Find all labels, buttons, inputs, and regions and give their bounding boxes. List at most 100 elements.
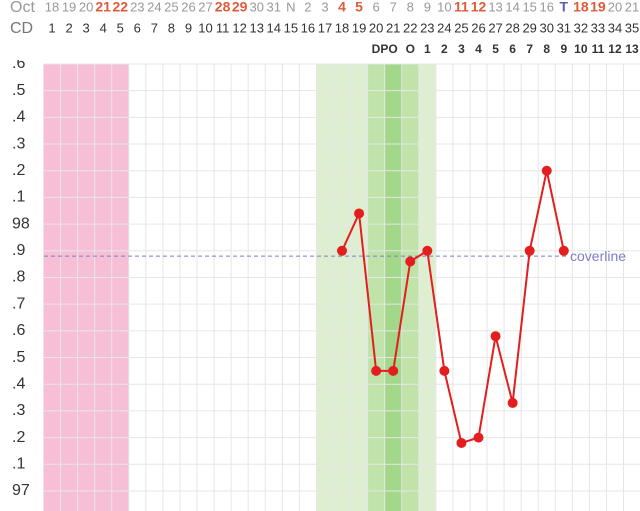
- date-label: 8: [407, 0, 414, 14]
- date-label: 5: [355, 0, 363, 15]
- date-label: 27: [198, 0, 212, 14]
- date-label: 12: [471, 0, 487, 15]
- y-tick-label: .3: [12, 402, 25, 419]
- date-label: 24: [147, 0, 161, 14]
- date-label: 2: [304, 0, 311, 14]
- y-tick-label: .2: [12, 429, 25, 446]
- point: [524, 245, 535, 256]
- point: [405, 256, 416, 267]
- cd-number: 24: [437, 20, 451, 35]
- date-label: 30: [249, 0, 263, 14]
- point: [371, 365, 382, 376]
- cd-number: 9: [185, 20, 192, 35]
- cd-number: 16: [301, 20, 315, 35]
- cd-number: 33: [591, 20, 605, 35]
- y-tick-label: .4: [12, 109, 25, 126]
- dpo-number: 11: [592, 42, 605, 56]
- y-tick-label: .3: [12, 135, 25, 152]
- y-tick-label: 97: [12, 482, 30, 499]
- date-label: N: [286, 0, 295, 14]
- dpo-number: 9: [560, 42, 567, 56]
- coverline-label: coverline: [570, 248, 626, 264]
- cd-number: 2: [65, 20, 72, 35]
- cd-number: 34: [608, 20, 622, 35]
- date-label: 31: [267, 0, 281, 14]
- point: [507, 397, 518, 408]
- date-label: 7: [390, 0, 397, 14]
- date-label: 13: [488, 0, 502, 14]
- cd-number: 14: [267, 20, 281, 35]
- dpo-number: 1: [424, 42, 431, 56]
- y-tick-label: 98: [12, 215, 30, 232]
- cd-number: 6: [134, 20, 141, 35]
- date-label: 18: [45, 0, 59, 14]
- cd-number: 28: [505, 20, 519, 35]
- cd-number: 7: [151, 20, 158, 35]
- y-tick-label: .7: [12, 295, 25, 312]
- y-tick-label: .1: [12, 456, 25, 473]
- cd-number: 21: [386, 20, 400, 35]
- cd-number: 22: [403, 20, 417, 35]
- y-tick-label: .8: [12, 269, 25, 286]
- date-label: 9: [424, 0, 431, 14]
- date-label: 18: [573, 0, 589, 15]
- date-label: 11: [454, 0, 469, 15]
- cd-number: 17: [318, 20, 332, 35]
- cd-number: 13: [249, 20, 263, 35]
- point: [473, 432, 484, 443]
- point: [388, 365, 399, 376]
- date-label: 6: [373, 0, 380, 14]
- cd-number: 8: [168, 20, 175, 35]
- cd-number: 35: [625, 20, 639, 35]
- date-label: 25: [164, 0, 178, 14]
- date-label: 4: [338, 0, 346, 15]
- cd-number: 11: [216, 20, 230, 35]
- date-label: 10: [437, 0, 451, 14]
- y-tick-label: .9: [12, 242, 25, 259]
- header-bg: [0, 0, 640, 60]
- cd-number: 27: [488, 20, 502, 35]
- cd-number: 10: [198, 20, 212, 35]
- month-label: Oct: [10, 0, 35, 16]
- date-label: 14: [505, 0, 519, 14]
- point: [558, 245, 569, 256]
- band: [43, 64, 129, 511]
- dpo-number: 6: [509, 42, 516, 56]
- point: [490, 331, 501, 342]
- cd-number: 12: [232, 20, 246, 35]
- cd-number: 1: [48, 20, 55, 35]
- dpo-number: 7: [526, 42, 533, 56]
- dpo-label: DPO: [372, 42, 398, 56]
- cd-label: CD: [10, 20, 33, 37]
- cd-number: 31: [557, 20, 571, 35]
- dpo-number: 8: [543, 42, 550, 56]
- cd-number: 19: [352, 20, 366, 35]
- y-tick-label: .5: [12, 349, 25, 366]
- cd-number: 3: [83, 20, 90, 35]
- dpo-number: 10: [574, 42, 588, 56]
- date-label: 19: [590, 0, 606, 15]
- date-label: 21: [625, 0, 639, 14]
- point: [337, 245, 348, 256]
- point: [541, 165, 552, 176]
- date-label: 15: [522, 0, 536, 14]
- dpo-number: 5: [492, 42, 499, 56]
- date-label: 29: [232, 0, 248, 15]
- cd-number: 5: [117, 20, 124, 35]
- cd-number: 32: [574, 20, 588, 35]
- cd-number: 4: [100, 20, 107, 35]
- cd-number: 25: [454, 20, 468, 35]
- y-tick-label: .2: [12, 162, 25, 179]
- date-label: 19: [62, 0, 76, 14]
- point: [354, 208, 365, 219]
- cd-number: 20: [369, 20, 383, 35]
- dpo-number: 4: [475, 42, 482, 56]
- date-label: 23: [130, 0, 144, 14]
- cd-number: 26: [471, 20, 485, 35]
- cd-number: 30: [540, 20, 554, 35]
- date-label: 28: [215, 0, 231, 15]
- cd-number: 15: [284, 20, 298, 35]
- date-label: 20: [608, 0, 622, 14]
- date-label: 22: [112, 0, 128, 15]
